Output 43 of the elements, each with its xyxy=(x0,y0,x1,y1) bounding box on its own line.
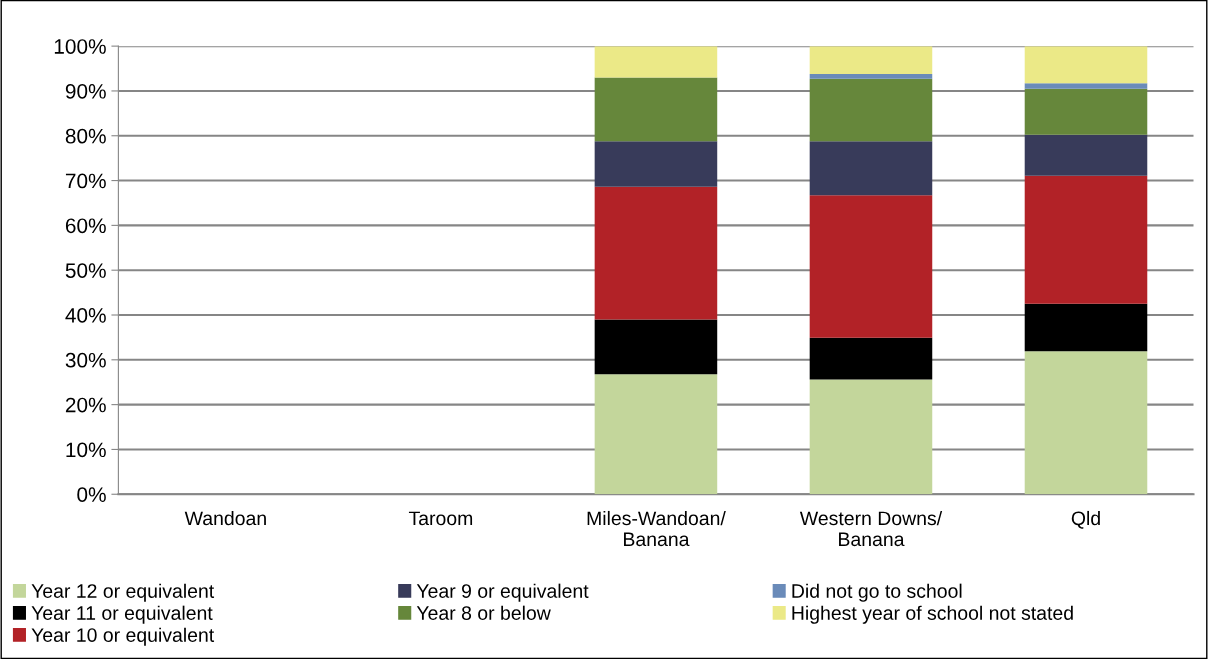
bar xyxy=(809,337,933,380)
legend-label: Year 10 or equivalent xyxy=(31,627,215,646)
x-tick-label: Wandoan xyxy=(184,510,266,526)
x-tick-label: Taroom xyxy=(408,511,473,526)
legend-label: Year 8 or below xyxy=(416,605,551,620)
bar xyxy=(1024,46,1148,84)
bar xyxy=(594,319,718,375)
bar xyxy=(594,77,718,142)
bar xyxy=(809,46,933,74)
y-tick-label: 40% xyxy=(65,308,106,323)
y-tick-label: 30% xyxy=(65,352,106,368)
bar xyxy=(809,379,933,495)
bar xyxy=(809,73,933,79)
bar xyxy=(594,374,718,495)
legend-label: Highest year of school not stated xyxy=(792,605,1073,624)
legend-label: Year 9 or equivalent xyxy=(416,583,589,602)
bar xyxy=(809,195,933,338)
bar xyxy=(809,78,933,142)
x-tick-label: Qld xyxy=(1071,510,1100,529)
y-tick-label: 0% xyxy=(77,487,106,502)
legend-label: Year 12 or equivalent xyxy=(31,583,215,602)
bar xyxy=(594,46,718,78)
y-tick-label: 100% xyxy=(54,39,106,54)
y-tick-label: 20% xyxy=(65,397,106,413)
legend-label: Did not go to school xyxy=(792,583,962,602)
y-tick-label: 70% xyxy=(65,173,106,189)
x-tick-label: Western Downs/ Banana xyxy=(799,510,943,547)
bar xyxy=(1024,134,1148,176)
y-tick-label: 60% xyxy=(65,218,106,234)
bar xyxy=(1024,303,1148,352)
y-tick-label: 50% xyxy=(65,263,106,278)
bar xyxy=(1024,88,1148,135)
bar xyxy=(594,186,718,320)
x-tick-label: Miles-Wandoan/ Banana xyxy=(587,510,726,547)
bar xyxy=(1024,83,1148,89)
bar xyxy=(1024,351,1148,495)
y-tick-label: 80% xyxy=(65,128,106,144)
bar xyxy=(1024,175,1148,304)
bar xyxy=(594,141,718,187)
y-tick-label: 90% xyxy=(65,83,106,99)
bar xyxy=(809,141,933,196)
legend-label: Year 11 or equivalent xyxy=(31,605,213,624)
y-tick-label: 10% xyxy=(66,442,106,458)
